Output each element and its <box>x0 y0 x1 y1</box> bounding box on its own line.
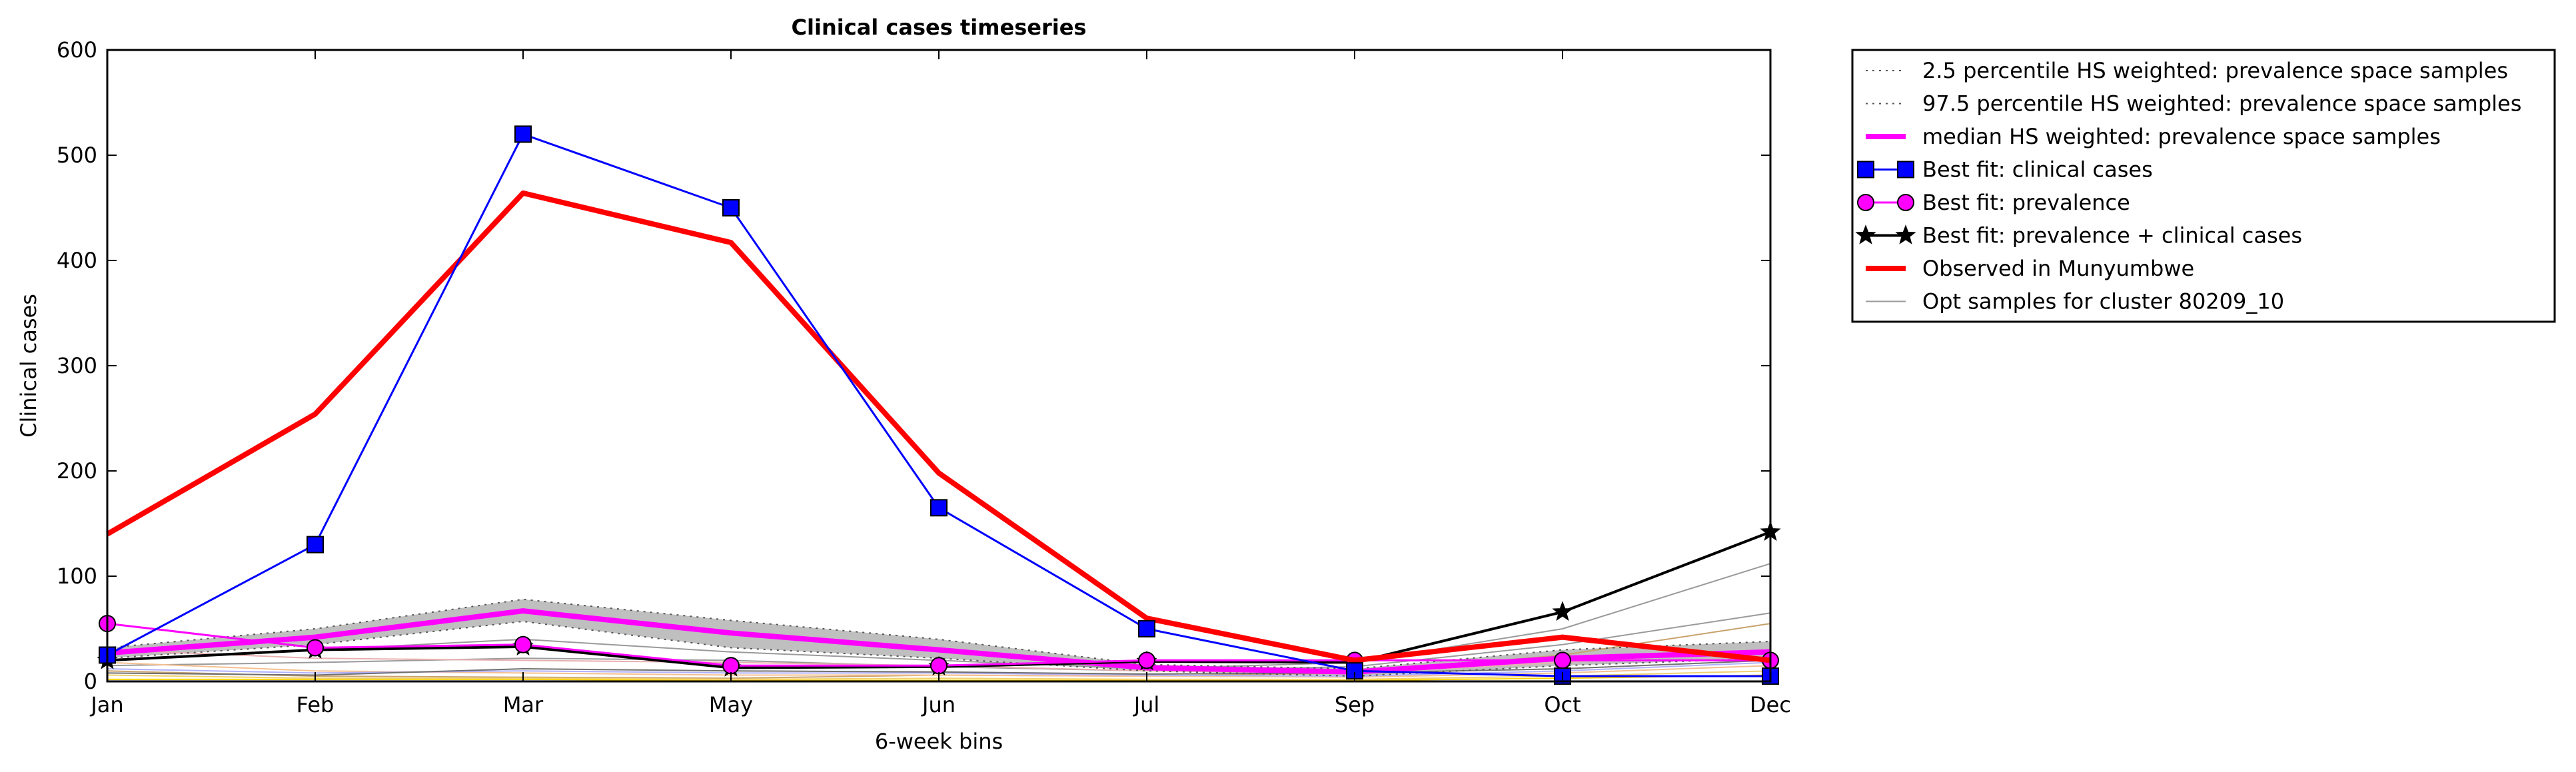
data-point <box>930 657 948 675</box>
data-point <box>1554 651 1571 669</box>
legend-marker <box>1897 161 1914 179</box>
data-point <box>1552 601 1573 621</box>
data-point <box>1138 620 1155 637</box>
x-tick-label: May <box>709 692 753 717</box>
x-axis-label: 6-week bins <box>875 729 1003 754</box>
legend-label: Best fit: prevalence <box>1922 190 2130 215</box>
legend-marker <box>1895 224 1916 244</box>
legend-label: 97.5 percentile HS weighted: prevalence … <box>1922 91 2521 117</box>
data-point <box>514 635 532 653</box>
y-tick-label: 400 <box>57 248 97 273</box>
legend-item: Observed in Munyumbwe <box>1866 256 2194 281</box>
y-tick-label: 0 <box>84 669 97 694</box>
x-tick-label: Jan <box>89 692 123 717</box>
legend: 2.5 percentile HS weighted: prevalence s… <box>1851 49 2556 323</box>
y-tick-label: 500 <box>57 143 97 168</box>
legend-marker <box>1857 194 1874 211</box>
data-point <box>307 536 324 554</box>
series-3 <box>107 608 1771 675</box>
legend-item: Best fit: prevalence <box>1857 190 2130 215</box>
legend-label: 2.5 percentile HS weighted: prevalence s… <box>1922 58 2508 83</box>
legend-label: Best fit: prevalence + clinical cases <box>1922 223 2302 248</box>
data-point <box>722 199 740 216</box>
legend-label: Observed in Munyumbwe <box>1922 256 2194 281</box>
series-line <box>107 133 1770 677</box>
x-tick-label: Dec <box>1750 692 1791 717</box>
x-tick-label: Sep <box>1335 692 1375 717</box>
y-tick-label: 200 <box>57 458 97 484</box>
legend-item: median HS weighted: prevalence space sam… <box>1866 124 2441 149</box>
series-7 <box>106 190 1771 663</box>
series-2 <box>107 598 1771 670</box>
legend-marker <box>1897 194 1914 211</box>
legend-item: 2.5 percentile HS weighted: prevalence s… <box>1866 58 2508 83</box>
x-tick-label: Mar <box>503 692 544 717</box>
y-axis: 0 100 200 300 400 500 600 <box>57 37 1770 694</box>
x-tick-label: Oct <box>1544 692 1581 717</box>
y-axis-label: Clinical cases <box>16 294 41 438</box>
y-tick-label: 600 <box>57 37 97 63</box>
legend-marker <box>1855 224 1876 244</box>
series-line <box>107 598 1771 670</box>
plot-area <box>97 125 1781 685</box>
legend-item: Best fit: clinical cases <box>1857 157 2153 183</box>
y-tick-label: 300 <box>57 353 97 378</box>
legend-item: Opt samples for cluster 80209_10 <box>1866 289 2284 314</box>
data-point <box>722 657 740 675</box>
plot-frame <box>106 49 1772 683</box>
x-tick-label: Feb <box>297 692 334 717</box>
series-4 <box>99 125 1779 685</box>
legend-label: Best fit: clinical cases <box>1922 157 2153 183</box>
percentile-band <box>107 599 1770 677</box>
y-tick-label: 100 <box>57 564 97 589</box>
data-point <box>514 125 532 143</box>
series-line <box>107 608 1771 675</box>
legend-label: median HS weighted: prevalence space sam… <box>1922 124 2441 149</box>
legend-frame <box>1851 49 2556 323</box>
data-point <box>1138 651 1155 669</box>
x-tick-label: Jun <box>921 692 956 717</box>
chart-title: Clinical cases timeseries <box>792 15 1087 40</box>
x-tick-label: Jul <box>1133 692 1160 717</box>
legend-item: Best fit: prevalence + clinical cases <box>1855 223 2302 248</box>
data-point <box>930 499 948 517</box>
data-point <box>307 639 324 657</box>
legend-item: 97.5 percentile HS weighted: prevalence … <box>1866 91 2521 117</box>
legend-marker <box>1857 161 1874 179</box>
x-axis: Jan Feb Mar May Jun Jul Sep Oct Dec <box>89 50 1791 717</box>
series-5 <box>99 615 1779 675</box>
legend-label: Opt samples for cluster 80209_10 <box>1922 289 2284 314</box>
series-line <box>106 190 1771 663</box>
